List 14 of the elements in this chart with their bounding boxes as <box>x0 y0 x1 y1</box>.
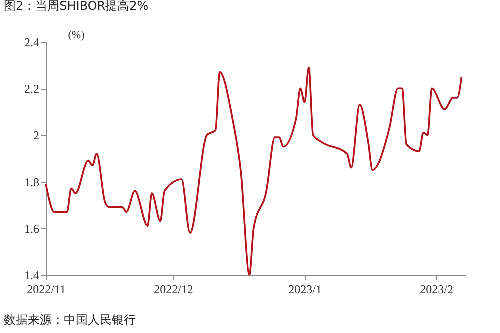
y-tick-label: 1.8 <box>24 175 40 190</box>
line-series <box>45 66 463 276</box>
x-tick-label: 2022/11 <box>27 282 66 296</box>
x-tick-label: 2023/2 <box>420 282 454 296</box>
y-tick-label: 2 <box>34 128 40 143</box>
x-tick-label: 2022/12 <box>154 282 194 296</box>
y-tick-label: 2.4 <box>24 36 40 50</box>
y-tick-label: 1.4 <box>24 268 40 282</box>
y-axis-title: (%) <box>68 30 86 42</box>
y-tick-label: 1.6 <box>24 222 40 236</box>
x-tick-label: 2023/1 <box>288 282 322 296</box>
source-note: 数据来源：中国人民银行 <box>4 313 136 327</box>
y-tick-label: 2.2 <box>24 82 40 96</box>
chart-title: 图2：当周SHIBOR提高2% <box>4 0 149 13</box>
